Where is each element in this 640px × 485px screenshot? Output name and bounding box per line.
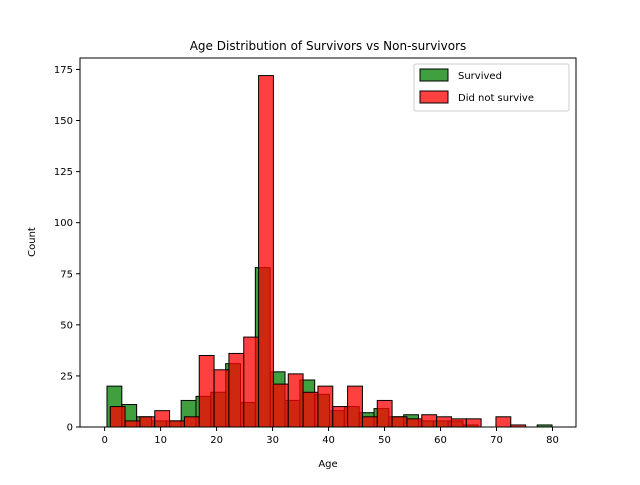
- x-tick-label: 70: [490, 435, 503, 446]
- histogram-bar: [406, 418, 423, 428]
- legend-label: Survived: [458, 71, 502, 82]
- histogram-bar: [391, 416, 408, 428]
- histogram-bar: [154, 410, 171, 428]
- histogram-bar: [287, 373, 304, 428]
- histogram-bar: [228, 352, 245, 428]
- y-tick-label: 125: [54, 167, 73, 178]
- y-tick-label: 150: [54, 116, 73, 127]
- histogram-bar: [124, 420, 141, 428]
- histogram-bar: [109, 406, 126, 428]
- histogram-bar: [347, 385, 363, 428]
- histogram-bar: [198, 354, 215, 428]
- x-tick-label: 10: [154, 435, 167, 446]
- axes-frame: [79, 57, 577, 428]
- histogram-bar: [317, 385, 334, 428]
- histogram-bar: [213, 369, 230, 428]
- histogram-bar: [361, 416, 378, 428]
- histogram-bar: [272, 383, 289, 428]
- histogram-bar: [139, 416, 156, 428]
- histogram-bar: [465, 418, 482, 428]
- y-tick-label: 175: [54, 65, 73, 76]
- legend: Survived Did not survive: [413, 63, 570, 112]
- y-tick-label: 25: [60, 371, 73, 382]
- histogram-bar: [450, 418, 467, 428]
- legend-label: Did not survive: [458, 93, 534, 104]
- chart-title: Age Distribution of Survivors vs Non-sur…: [190, 39, 467, 53]
- x-tick-label: 30: [266, 435, 279, 446]
- axes-layer: 0 10 20 30 40 50 60 70 80 0 25 50 75 100 125 150 175: [54, 57, 577, 446]
- x-tick-label: 60: [434, 435, 447, 446]
- y-tick-label: 0: [67, 423, 73, 434]
- y-tick-label: 100: [54, 218, 73, 229]
- histogram-bar: [258, 75, 274, 428]
- histogram-bar: [243, 336, 260, 428]
- histogram-bar: [421, 414, 438, 428]
- x-axis-label: Age: [318, 459, 337, 470]
- legend-swatch: [419, 68, 449, 82]
- histogram-bar: [302, 391, 319, 428]
- histogram-bar: [376, 399, 393, 428]
- legend-swatch: [419, 90, 449, 104]
- y-tick-label: 75: [60, 269, 73, 280]
- x-tick-label: 50: [378, 435, 391, 446]
- x-tick-label: 20: [210, 435, 223, 446]
- y-tick-label: 50: [60, 320, 73, 331]
- histogram-bar: [332, 406, 349, 428]
- x-tick-label: 40: [322, 435, 335, 446]
- y-axis-label: Count: [27, 227, 38, 257]
- histogram-bar: [169, 420, 185, 428]
- x-tick-label: 80: [546, 435, 559, 446]
- legend-frame: [413, 63, 570, 112]
- histogram-bar: [436, 416, 452, 428]
- histogram-bar: [183, 416, 200, 428]
- histogram-bar: [495, 416, 512, 428]
- x-tick-label: 0: [101, 435, 107, 446]
